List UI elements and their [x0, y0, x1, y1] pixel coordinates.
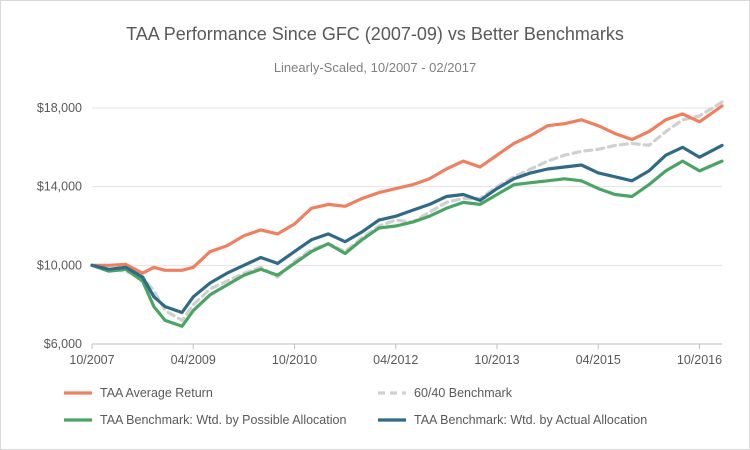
y-tick-label: $10,000 [37, 258, 82, 272]
x-tick-label: 10/2010 [272, 353, 317, 367]
y-tick-label: $6,000 [44, 337, 82, 351]
legend-label: TAA Benchmark: Wtd. by Possible Allocati… [100, 413, 346, 427]
y-tick-label: $14,000 [37, 180, 82, 194]
series-line-60-40-benchmark [90, 100, 724, 322]
x-tick-label: 10/2007 [69, 353, 114, 367]
series-line-taa-benchmark-wtd-by-possible-allocation [90, 159, 724, 328]
series-line-taa-average-return [90, 104, 724, 275]
x-tick-label: 10/2013 [474, 353, 519, 367]
legend-label: TAA Average Return [100, 386, 213, 400]
y-tick-label: $18,000 [37, 101, 82, 115]
axes: $6,000 $10,000 $14,000 $18,000 10/2007 04/200… [37, 101, 722, 367]
chart-subtitle: Linearly-Scaled, 10/2007 - 02/2017 [274, 60, 476, 75]
chart-title: TAA Performance Since GFC (2007-09) vs B… [126, 24, 624, 44]
legend: TAA Average Return 60/40 Benchmark TAA Ben… [64, 386, 647, 427]
x-tick-label: 10/2016 [677, 353, 722, 367]
x-tick-label: 04/2012 [373, 353, 418, 367]
x-tick-label: 04/2015 [576, 353, 621, 367]
series-line-taa-benchmark-wtd-by-actual-allocation [90, 143, 724, 315]
x-tick-label: 04/2009 [171, 353, 216, 367]
legend-label: TAA Benchmark: Wtd. by Actual Allocation [414, 413, 647, 427]
series-lines [90, 100, 724, 328]
legend-label: 60/40 Benchmark [414, 386, 513, 400]
